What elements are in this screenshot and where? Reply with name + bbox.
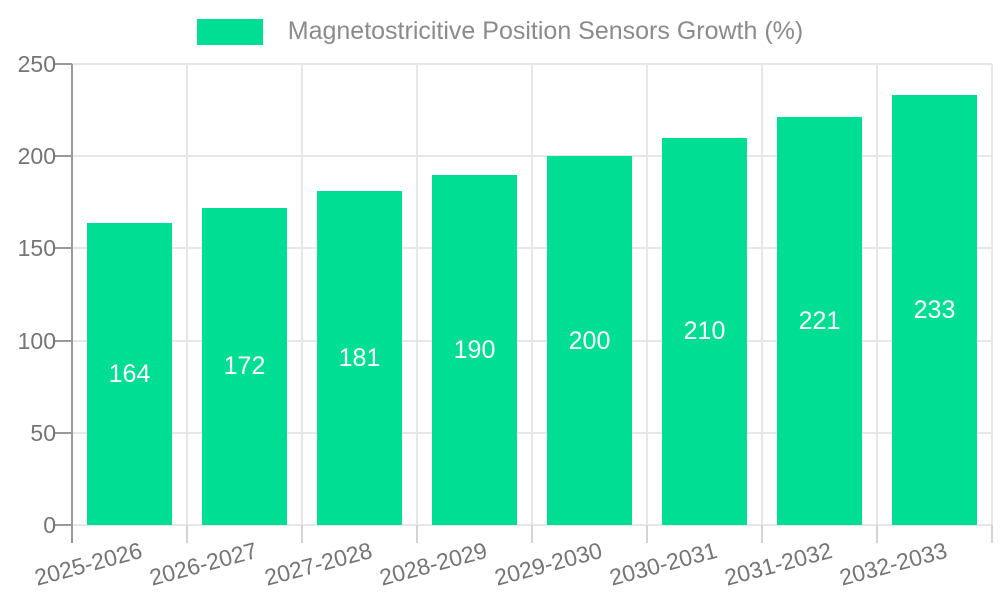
bar-value-label: 221	[798, 307, 841, 336]
bar	[432, 174, 517, 525]
x-tick-label: 2027-2028	[261, 537, 375, 591]
x-axis-tick	[186, 525, 188, 543]
bar-value-label: 164	[108, 359, 151, 388]
x-tick-label: 2028-2029	[376, 537, 490, 591]
y-axis-tick	[55, 63, 72, 65]
bar	[662, 137, 747, 525]
bar-value-label: 181	[338, 344, 381, 373]
bar	[777, 117, 862, 525]
x-axis-tick	[531, 525, 533, 543]
y-axis-line	[71, 64, 73, 543]
legend-label: Magnetostricitive Position Sensors Growt…	[287, 17, 804, 45]
bar	[87, 222, 172, 525]
x-tick-label: 2026-2027	[146, 537, 260, 591]
legend-swatch	[196, 18, 263, 45]
y-tick-label: 50	[30, 419, 56, 446]
bar-value-label: 200	[568, 326, 611, 355]
gridline-vertical	[646, 64, 648, 525]
x-axis-tick	[301, 525, 303, 543]
bar-value-label: 210	[683, 317, 726, 346]
y-axis-tick	[55, 247, 72, 250]
x-tick-label: 2029-2030	[491, 537, 605, 591]
bar-value-label: 190	[453, 335, 496, 364]
y-tick-label: 150	[17, 235, 56, 262]
bar	[892, 95, 977, 525]
gridline-vertical	[186, 64, 188, 525]
gridline-vertical	[416, 64, 418, 525]
y-tick-label: 100	[17, 327, 56, 354]
x-axis-tick	[991, 525, 993, 543]
bar-value-label: 172	[223, 352, 266, 381]
gridline-vertical	[301, 64, 303, 525]
x-axis-tick	[646, 525, 648, 543]
chart-legend[interactable]: Magnetostricitive Position Sensors Growt…	[0, 17, 1000, 46]
bar	[202, 207, 287, 525]
y-axis-tick	[55, 155, 72, 158]
y-tick-label: 200	[17, 143, 56, 170]
y-axis-tick	[55, 524, 72, 526]
bar	[547, 156, 632, 525]
x-tick-label: 2030-2031	[606, 537, 720, 591]
gridline-vertical	[761, 64, 763, 525]
x-axis-tick	[876, 525, 878, 543]
x-tick-label: 2032-2033	[836, 537, 950, 591]
y-tick-label: 0	[43, 512, 56, 538]
bar	[317, 191, 402, 525]
y-axis-tick	[55, 431, 72, 434]
y-axis-tick	[55, 339, 72, 342]
x-tick-label: 2031-2032	[721, 537, 835, 591]
x-tick-label: 2025-2026	[31, 537, 145, 591]
gridline-vertical	[991, 64, 993, 525]
y-tick-label: 250	[17, 51, 56, 77]
bar-value-label: 233	[913, 296, 956, 325]
x-axis-tick	[416, 525, 418, 543]
gridline-vertical	[531, 64, 533, 525]
gridline-vertical	[876, 64, 878, 525]
x-axis-tick	[761, 525, 763, 543]
